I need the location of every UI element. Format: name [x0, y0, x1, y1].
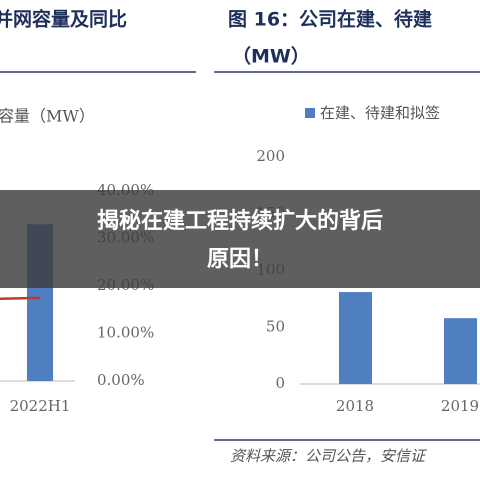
y-tick-label: 200: [256, 147, 285, 165]
y-axis-label: 容量（MW）: [0, 107, 95, 126]
line: [0, 296, 41, 300]
x-tick-label: 2022H1: [10, 397, 71, 415]
y-tick-label: 50: [266, 317, 285, 335]
bar: [444, 318, 477, 384]
source: 资料来源：公司公告，安信证: [230, 447, 427, 465]
banner-line: 原因！: [207, 247, 273, 272]
chart-subtitle: （MW）: [232, 45, 310, 68]
banner: [0, 190, 480, 288]
y2-tick-label: 0.00%: [97, 371, 145, 389]
y2-tick-label: 10.00%: [97, 324, 154, 342]
chart-title: 图 16：公司在建、待建: [228, 8, 432, 31]
x-tick-label: 2019: [441, 397, 479, 415]
legend-label: 在建、待建和拟签: [320, 104, 440, 122]
chart-title: 并网容量及同比: [0, 8, 127, 31]
right-panel: 图 16：公司在建、待建（MW）在建、待建和拟签0501001502002018…: [214, 8, 480, 465]
banner-line: 揭秘在建工程持续扩大的背后: [97, 208, 383, 234]
x-tick-label: 2018: [336, 397, 374, 415]
bar: [339, 292, 372, 384]
y-tick-label: 0: [275, 374, 285, 392]
legend-swatch: [305, 108, 315, 118]
